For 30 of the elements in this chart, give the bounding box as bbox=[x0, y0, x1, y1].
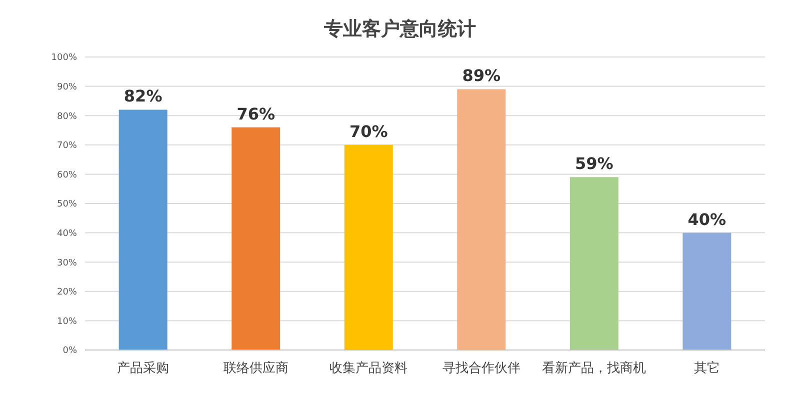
y-tick-label: 90% bbox=[56, 82, 78, 92]
bar bbox=[118, 110, 168, 350]
bar bbox=[570, 177, 618, 350]
x-tick-label: 产品采购 bbox=[117, 361, 170, 376]
y-tick-label: 70% bbox=[56, 141, 78, 152]
bar bbox=[457, 89, 506, 350]
x-tick-label: 收集产品资料 bbox=[330, 361, 408, 376]
data-label: 76% bbox=[236, 104, 275, 124]
chart-title: 专业客户意向统计 bbox=[323, 18, 476, 40]
bar bbox=[232, 127, 280, 350]
y-tick-label: 100% bbox=[51, 53, 78, 64]
y-tick-label: 0% bbox=[62, 346, 78, 356]
data-label: 59% bbox=[575, 154, 614, 174]
y-tick-label: 30% bbox=[56, 258, 78, 268]
data-label: 82% bbox=[124, 86, 162, 106]
data-label: 89% bbox=[462, 66, 501, 86]
y-tick-label: 80% bbox=[56, 112, 78, 122]
x-tick-label: 其它 bbox=[694, 360, 720, 376]
y-tick-label: 60% bbox=[56, 170, 78, 180]
y-tick-label: 40% bbox=[56, 228, 78, 239]
x-tick-label: 联络供应商 bbox=[223, 360, 288, 376]
y-tick-label: 10% bbox=[56, 316, 78, 327]
bar bbox=[682, 232, 732, 350]
bar bbox=[344, 144, 393, 350]
y-tick-label: 20% bbox=[56, 288, 78, 298]
data-label: 40% bbox=[688, 210, 726, 229]
data-label: 70% bbox=[349, 122, 388, 141]
x-tick-label: 寻找合作伙伴 bbox=[442, 361, 520, 376]
y-tick-label: 50% bbox=[56, 200, 78, 210]
x-tick-label: 看新产品，找商机 bbox=[542, 361, 646, 376]
